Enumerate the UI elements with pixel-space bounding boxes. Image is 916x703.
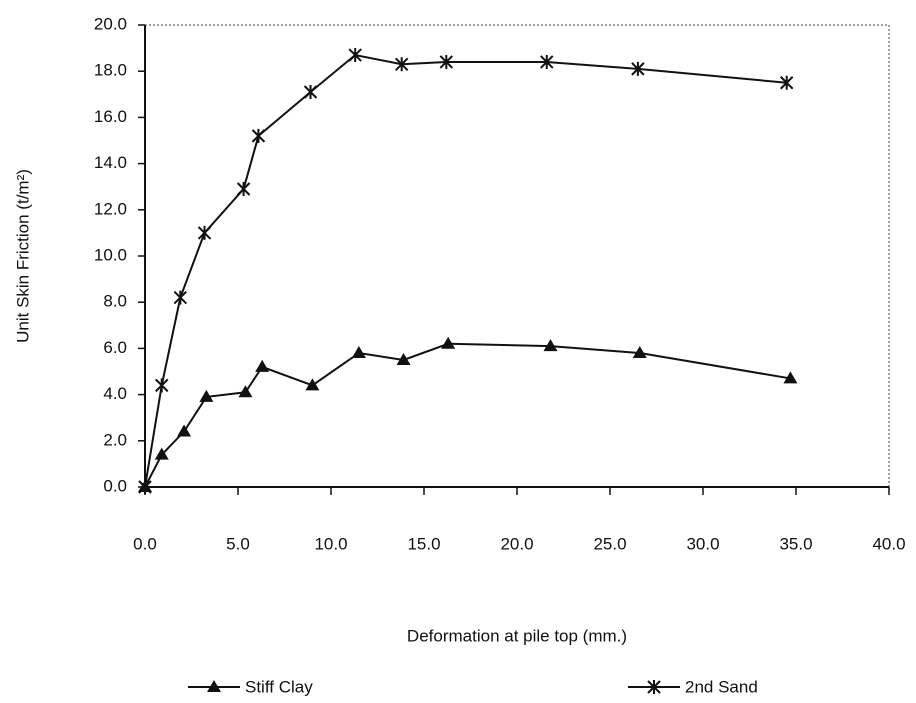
asterisk-marker	[303, 84, 318, 99]
asterisk-marker	[197, 225, 212, 240]
asterisk-marker	[236, 182, 251, 197]
asterisk-marker	[779, 75, 794, 90]
triangle-marker	[199, 389, 214, 402]
x-tick-label: 25.0	[593, 534, 626, 553]
triangle-marker	[154, 447, 169, 460]
plot-frame	[144, 24, 890, 488]
series-line	[144, 53, 787, 488]
triangle-marker	[255, 359, 270, 372]
triangle-marker	[441, 336, 456, 349]
y-tick-label: 0.0	[103, 476, 127, 495]
y-tick-label: 18.0	[94, 61, 127, 80]
y-tick-label: 20.0	[94, 14, 127, 33]
y-tick-label: 2.0	[103, 430, 127, 449]
x-tick-label: 10.0	[314, 534, 347, 553]
asterisk-marker	[138, 480, 152, 494]
asterisk-marker	[155, 378, 169, 393]
legend-label: Stiff Clay	[245, 677, 313, 696]
triangle-marker	[177, 424, 192, 437]
asterisk-marker	[348, 48, 362, 63]
y-axis-title: Unit Skin Friction (t/m²)	[13, 169, 32, 343]
triangle-marker	[396, 352, 411, 365]
x-tick-label: 0.0	[133, 534, 157, 553]
y-tick-label: 12.0	[94, 199, 127, 218]
x-tick-label: 40.0	[872, 534, 905, 553]
x-tick-label: 30.0	[686, 534, 719, 553]
asterisk-marker	[251, 128, 266, 143]
y-tick-label: 4.0	[103, 384, 127, 403]
y-tick-label: 6.0	[103, 338, 127, 357]
asterisk-marker	[173, 290, 188, 305]
asterisk-marker	[394, 57, 409, 72]
y-tick-label: 16.0	[94, 107, 127, 126]
triangle-marker	[783, 371, 798, 384]
legend-marker	[647, 680, 661, 694]
x-axis-title: Deformation at pile top (mm.)	[407, 626, 627, 645]
triangle-marker	[351, 346, 366, 359]
x-tick-label: 15.0	[407, 534, 440, 553]
y-tick-label: 8.0	[103, 292, 127, 311]
x-tick-label: 5.0	[226, 534, 250, 553]
y-tick-label: 14.0	[94, 153, 127, 172]
triangle-marker	[305, 378, 320, 391]
y-tick-label: 10.0	[94, 245, 127, 264]
legend-marker	[207, 680, 221, 692]
asterisk-marker	[540, 54, 554, 69]
triangle-marker	[543, 339, 558, 352]
triangle-marker	[632, 346, 647, 359]
series-line	[144, 342, 791, 488]
asterisk-marker	[439, 54, 454, 69]
asterisk-marker	[631, 61, 645, 76]
triangle-marker	[238, 385, 253, 398]
x-tick-label: 35.0	[779, 534, 812, 553]
legend-label: 2nd Sand	[685, 677, 758, 696]
x-tick-label: 20.0	[500, 534, 533, 553]
